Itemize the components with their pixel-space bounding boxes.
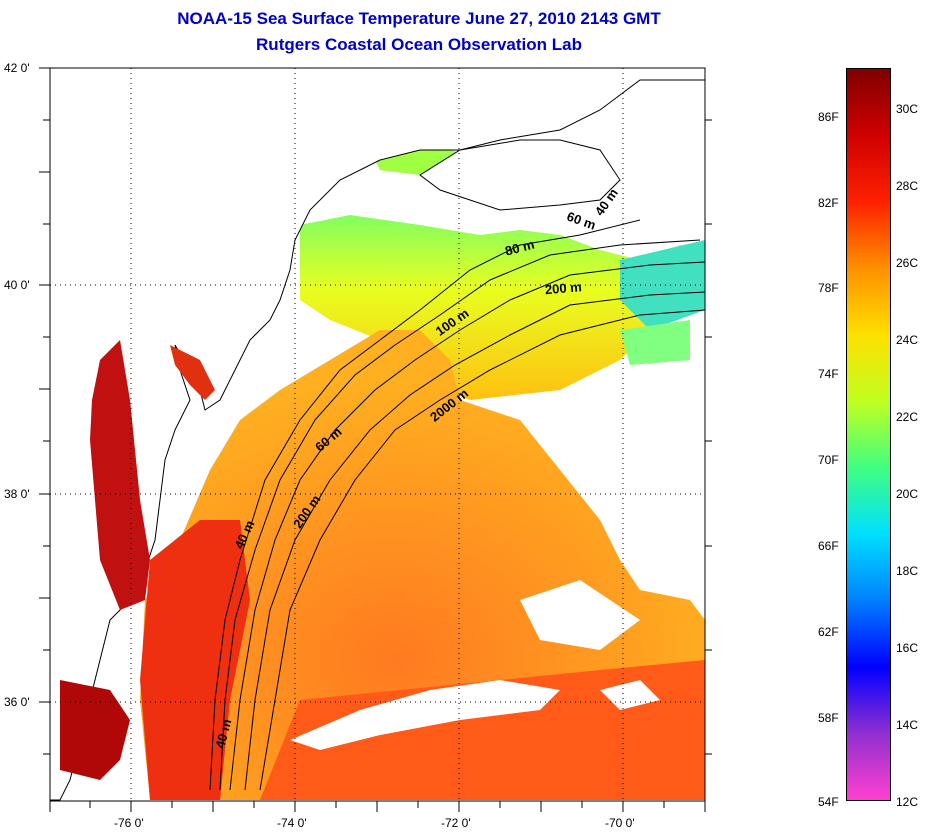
lon-tick-label: -70 0' — [605, 816, 635, 830]
lat-tick-label: 38 0' — [4, 487, 30, 501]
colorbar-c-label: 30C — [896, 102, 919, 116]
colorbar-c-label: 14C — [896, 718, 919, 732]
colorbar-f-label: 66F — [818, 539, 839, 553]
contour-label: 40 m — [212, 717, 234, 750]
title-line-2: Rutgers Coastal Ocean Observation Lab — [256, 35, 582, 54]
cloud-east — [470, 370, 705, 600]
land-mainland — [49, 67, 706, 801]
lat-tick-label: 36 0' — [4, 695, 30, 709]
axis-ticks — [39, 67, 712, 812]
chesapeake-bay — [90, 340, 150, 610]
colorbar-c-label: 20C — [896, 487, 919, 501]
colorbar-f-label: 74F — [818, 367, 839, 381]
colorbar-f-label: 82F — [818, 196, 839, 210]
lat-tick-label: 40 0' — [4, 278, 30, 292]
lon-tick-label: -72 0' — [441, 816, 471, 830]
cloud-south — [290, 680, 560, 750]
cloud-mid — [520, 580, 640, 650]
colorbar-c-label: 18C — [896, 564, 919, 578]
colorbar-c-label: 12C — [896, 795, 919, 809]
colorbar-c-label: 24C — [896, 333, 919, 347]
colorbar-f-label: 86F — [818, 110, 839, 124]
land-long-island — [419, 139, 621, 211]
contour-label: 200 m — [544, 279, 582, 297]
ocean-slope-cool — [620, 240, 705, 330]
lon-tick-label: -76 0' — [114, 816, 144, 830]
contour-label: 80 m — [503, 236, 536, 258]
ocean-patch — [620, 320, 690, 365]
title-line-1: NOAA-15 Sea Surface Temperature June 27,… — [177, 9, 661, 28]
colorbar-c-label: 26C — [896, 256, 919, 270]
ocean-south-hot — [260, 660, 705, 800]
pamlico-sound — [60, 680, 130, 780]
colorbar — [846, 68, 891, 801]
colorbar-f-label: 62F — [818, 625, 839, 639]
lon-tick-label: -74 0' — [277, 816, 307, 830]
isobath-contours — [209, 219, 706, 791]
colorbar-f-label: 58F — [818, 711, 839, 725]
colorbar-f-label: 54F — [818, 795, 839, 809]
grid-lines — [50, 68, 705, 801]
colorbar-c-label: 28C — [896, 179, 919, 193]
colorbar-f-label: 78F — [818, 281, 839, 295]
lat-tick-label: 42 0' — [4, 61, 30, 75]
colorbar-c-label: 16C — [896, 641, 919, 655]
colorbar-c-label: 22C — [896, 410, 919, 424]
ocean-shelf-hot — [140, 520, 250, 800]
delaware-bay — [170, 345, 215, 400]
colorbar-f-label: 70F — [818, 453, 839, 467]
